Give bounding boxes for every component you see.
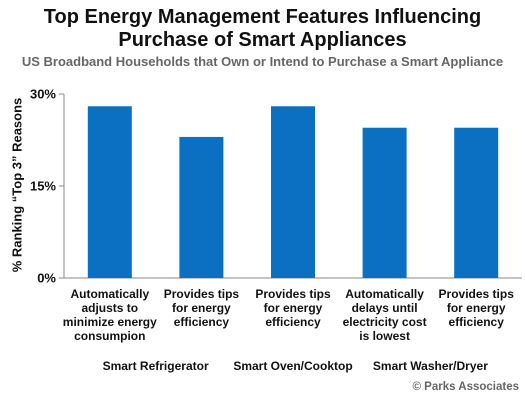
source-credit: © Parks Associates bbox=[412, 381, 520, 393]
group-label: Smart Oven/Cooktop bbox=[233, 359, 352, 373]
x-category-label: Automatically adjusts to minimize energy co… bbox=[63, 287, 157, 343]
y-tick-label: 30% bbox=[30, 87, 56, 102]
x-category-label: Provides tips for energy efficiency bbox=[255, 287, 331, 329]
y-tick-label: 0% bbox=[37, 271, 56, 286]
chart-title: Top Energy Management Features Influenci… bbox=[43, 6, 482, 51]
x-category-label: Provides tips for energy efficiency bbox=[439, 287, 515, 329]
group-label: Smart Washer/Dryer bbox=[373, 359, 488, 373]
bar bbox=[271, 106, 315, 279]
group-label: Smart Refrigerator bbox=[103, 359, 209, 373]
x-category-label: Automatically delays until electricity cos… bbox=[343, 287, 427, 343]
bar bbox=[362, 127, 407, 278]
x-category-label: Provides tips for energy efficiency bbox=[164, 287, 240, 329]
bar bbox=[179, 136, 224, 278]
bar bbox=[87, 106, 132, 279]
chart-subtitle: US Broadband Households that Own or Inte… bbox=[21, 54, 504, 69]
y-tick-label: 15% bbox=[30, 179, 56, 194]
bar bbox=[454, 127, 499, 278]
